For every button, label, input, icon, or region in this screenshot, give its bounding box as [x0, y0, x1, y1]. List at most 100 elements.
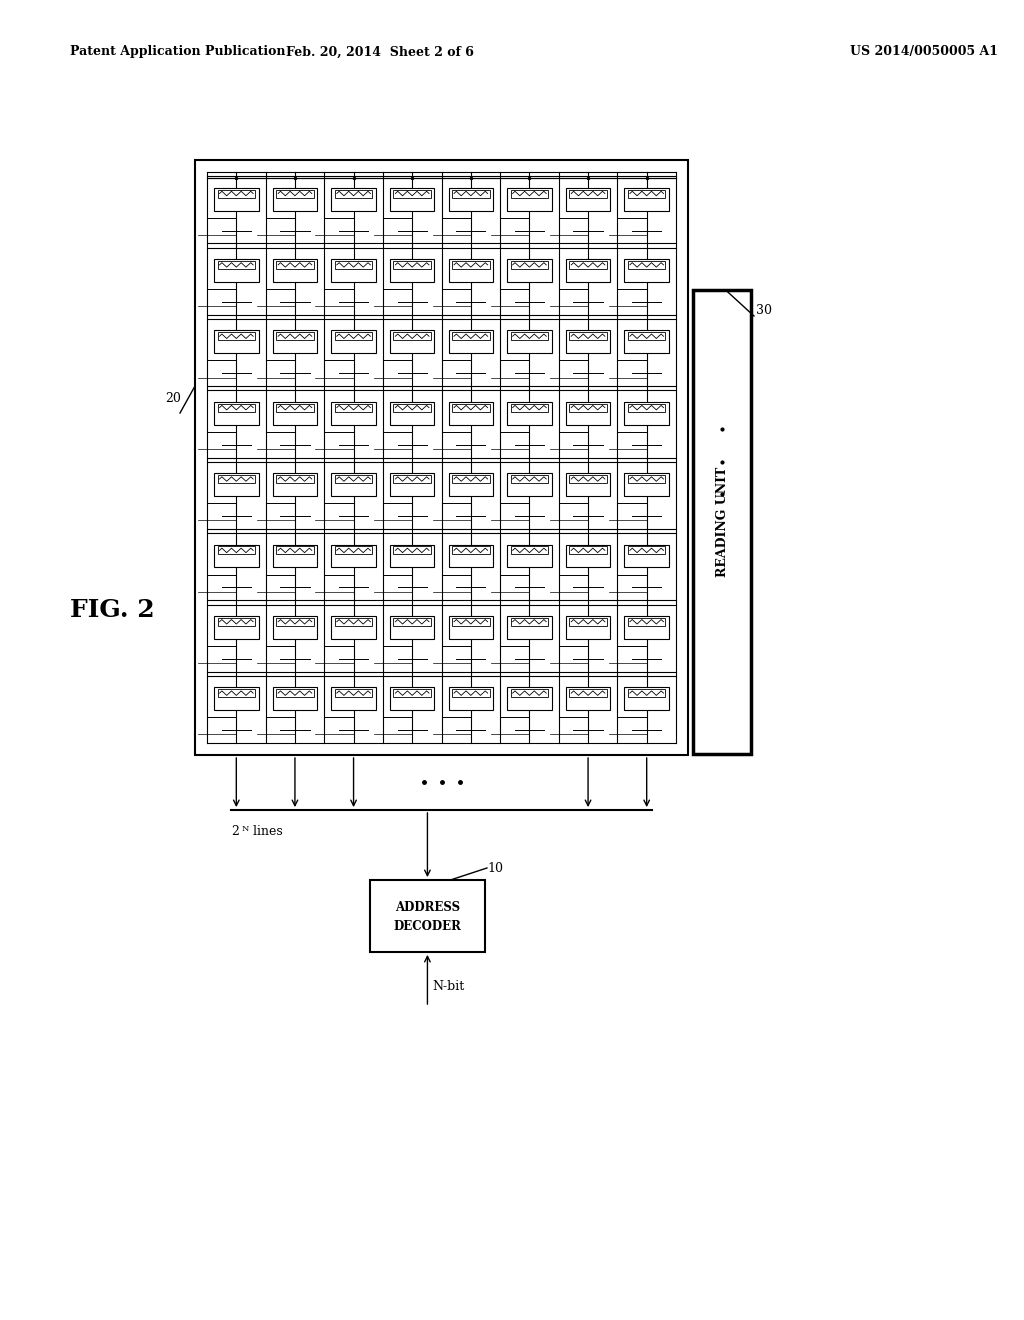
Bar: [507, 330, 552, 354]
Bar: [272, 616, 317, 639]
Bar: [217, 404, 255, 412]
Bar: [507, 688, 552, 710]
Bar: [507, 259, 552, 282]
Bar: [453, 190, 489, 198]
Bar: [214, 401, 259, 425]
Bar: [390, 187, 434, 211]
Bar: [453, 404, 489, 412]
Bar: [449, 401, 494, 425]
Bar: [390, 545, 434, 568]
Bar: [449, 616, 494, 639]
Bar: [217, 546, 255, 554]
Bar: [272, 330, 317, 354]
Bar: [511, 475, 548, 483]
Bar: [276, 333, 313, 341]
Bar: [335, 333, 373, 341]
Bar: [214, 688, 259, 710]
Bar: [214, 616, 259, 639]
Bar: [332, 330, 376, 354]
Bar: [393, 689, 431, 697]
Bar: [276, 689, 313, 697]
Bar: [569, 546, 607, 554]
Bar: [569, 618, 607, 626]
Text: N: N: [242, 825, 249, 833]
Bar: [569, 689, 607, 697]
Bar: [625, 616, 669, 639]
Bar: [217, 261, 255, 269]
Bar: [370, 880, 485, 952]
Bar: [625, 545, 669, 568]
Bar: [507, 616, 552, 639]
Bar: [393, 618, 431, 626]
Bar: [569, 333, 607, 341]
Bar: [449, 473, 494, 496]
Bar: [332, 259, 376, 282]
Bar: [390, 259, 434, 282]
Text: Patent Application Publication: Patent Application Publication: [70, 45, 286, 58]
Bar: [566, 545, 610, 568]
Bar: [453, 618, 489, 626]
Bar: [628, 546, 666, 554]
Bar: [628, 475, 666, 483]
Bar: [569, 475, 607, 483]
Bar: [217, 689, 255, 697]
Bar: [390, 473, 434, 496]
Bar: [625, 473, 669, 496]
Bar: [214, 259, 259, 282]
Bar: [511, 689, 548, 697]
Bar: [625, 330, 669, 354]
Bar: [625, 688, 669, 710]
Bar: [453, 475, 489, 483]
Text: US 2014/0050005 A1: US 2014/0050005 A1: [850, 45, 998, 58]
Bar: [453, 689, 489, 697]
Bar: [272, 473, 317, 496]
Bar: [628, 333, 666, 341]
Bar: [195, 160, 688, 755]
Text: N-bit: N-bit: [432, 981, 465, 994]
Text: DECODER: DECODER: [393, 920, 462, 933]
Bar: [449, 688, 494, 710]
Bar: [569, 261, 607, 269]
Text: lines: lines: [249, 825, 283, 838]
Bar: [628, 261, 666, 269]
Bar: [335, 190, 373, 198]
Bar: [393, 475, 431, 483]
Bar: [566, 187, 610, 211]
Bar: [393, 333, 431, 341]
Bar: [335, 261, 373, 269]
Bar: [566, 330, 610, 354]
Bar: [566, 688, 610, 710]
Bar: [390, 401, 434, 425]
Bar: [272, 688, 317, 710]
Bar: [276, 618, 313, 626]
Bar: [511, 618, 548, 626]
Bar: [332, 688, 376, 710]
Bar: [332, 616, 376, 639]
Bar: [214, 473, 259, 496]
Bar: [393, 546, 431, 554]
Bar: [507, 401, 552, 425]
Bar: [566, 616, 610, 639]
Bar: [217, 333, 255, 341]
Bar: [217, 190, 255, 198]
Bar: [449, 187, 494, 211]
Bar: [214, 187, 259, 211]
Bar: [566, 259, 610, 282]
Bar: [214, 545, 259, 568]
Bar: [335, 689, 373, 697]
Bar: [214, 330, 259, 354]
Text: READING UNIT: READING UNIT: [716, 467, 728, 577]
Text: 2: 2: [231, 825, 240, 838]
Bar: [393, 404, 431, 412]
Bar: [628, 404, 666, 412]
Bar: [453, 333, 489, 341]
Bar: [390, 616, 434, 639]
Bar: [332, 473, 376, 496]
Bar: [511, 404, 548, 412]
Text: Feb. 20, 2014  Sheet 2 of 6: Feb. 20, 2014 Sheet 2 of 6: [286, 45, 474, 58]
Bar: [276, 475, 313, 483]
Bar: [569, 190, 607, 198]
Bar: [569, 404, 607, 412]
Bar: [276, 546, 313, 554]
Bar: [272, 401, 317, 425]
